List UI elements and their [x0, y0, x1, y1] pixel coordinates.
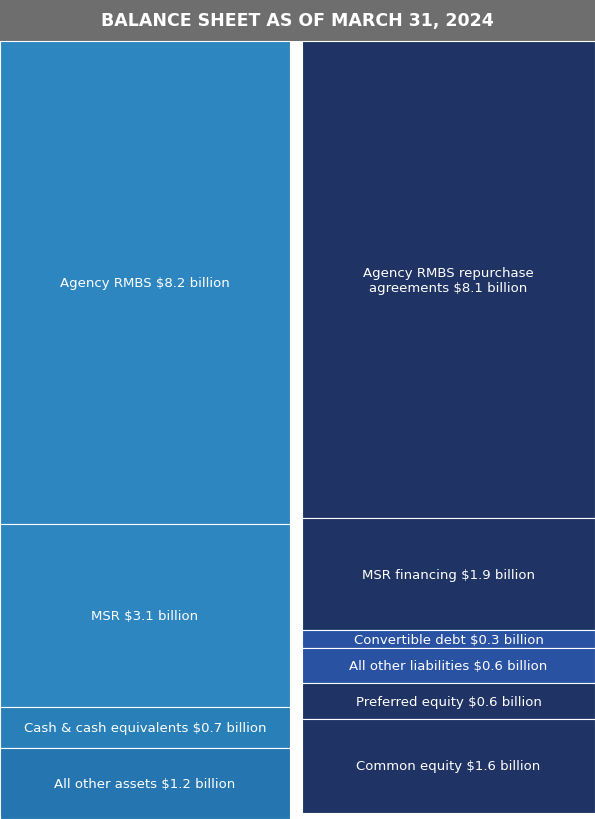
Bar	[302, 631, 595, 649]
Bar	[302, 719, 595, 813]
Text: All other assets $1.2 billion: All other assets $1.2 billion	[54, 777, 236, 790]
Text: Agency RMBS repurchase
agreements $8.1 billion: Agency RMBS repurchase agreements $8.1 b…	[363, 266, 534, 294]
Text: Preferred equity $0.6 billion: Preferred equity $0.6 billion	[356, 695, 541, 708]
Text: Cash & cash equivalents $0.7 billion: Cash & cash equivalents $0.7 billion	[24, 722, 266, 735]
Bar	[0, 0, 595, 42]
Text: BALANCE SHEET AS OF MARCH 31, 2024: BALANCE SHEET AS OF MARCH 31, 2024	[101, 12, 494, 30]
Bar	[302, 684, 595, 719]
Bar	[302, 518, 595, 631]
Text: MSR financing $1.9 billion: MSR financing $1.9 billion	[362, 568, 535, 581]
Bar	[0, 749, 290, 819]
Bar	[302, 649, 595, 684]
Text: All other liabilities $0.6 billion: All other liabilities $0.6 billion	[349, 659, 547, 672]
Bar	[302, 42, 595, 518]
Bar	[0, 707, 290, 749]
Bar	[0, 525, 290, 707]
Text: Convertible debt $0.3 billion: Convertible debt $0.3 billion	[353, 633, 543, 646]
Text: MSR $3.1 billion: MSR $3.1 billion	[92, 609, 199, 622]
Text: Agency RMBS $8.2 billion: Agency RMBS $8.2 billion	[60, 277, 230, 290]
Bar	[0, 42, 290, 525]
Text: Common equity $1.6 billion: Common equity $1.6 billion	[356, 759, 541, 772]
